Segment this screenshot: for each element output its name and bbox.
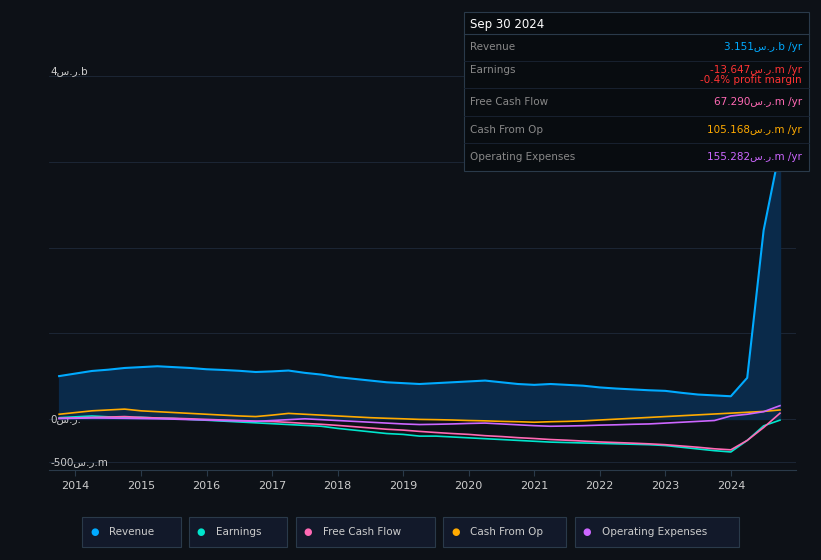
- Text: Free Cash Flow: Free Cash Flow: [470, 97, 548, 107]
- Text: Cash From Op: Cash From Op: [470, 125, 544, 134]
- Text: Revenue: Revenue: [470, 43, 516, 52]
- Text: ●: ●: [583, 527, 591, 537]
- Text: ●: ●: [90, 527, 99, 537]
- Text: -13.647س.ر.m /yr: -13.647س.ر.m /yr: [710, 65, 802, 75]
- Text: -0.4% profit margin: -0.4% profit margin: [700, 74, 802, 85]
- Text: 105.168س.ر.m /yr: 105.168س.ر.m /yr: [708, 125, 802, 134]
- Text: 3.151س.ر.b /yr: 3.151س.ر.b /yr: [724, 43, 802, 52]
- Text: Revenue: Revenue: [109, 527, 154, 537]
- Text: Sep 30 2024: Sep 30 2024: [470, 18, 544, 31]
- Text: ●: ●: [452, 527, 460, 537]
- Text: 155.282س.ر.m /yr: 155.282س.ر.m /yr: [707, 152, 802, 162]
- Text: Earnings: Earnings: [470, 65, 516, 75]
- Text: 4س.ر.b: 4س.ر.b: [51, 66, 89, 76]
- Text: ●: ●: [197, 527, 205, 537]
- Text: Cash From Op: Cash From Op: [470, 527, 544, 537]
- Text: Operating Expenses: Operating Expenses: [470, 152, 576, 162]
- Text: 0س.ر.: 0س.ر.: [51, 414, 81, 424]
- Text: ●: ●: [304, 527, 312, 537]
- Text: Earnings: Earnings: [216, 527, 261, 537]
- Text: Free Cash Flow: Free Cash Flow: [323, 527, 401, 537]
- Text: Operating Expenses: Operating Expenses: [602, 527, 707, 537]
- Text: 67.290س.ر.m /yr: 67.290س.ر.m /yr: [714, 97, 802, 107]
- Text: -500س.ر.m: -500س.ر.m: [51, 457, 108, 467]
